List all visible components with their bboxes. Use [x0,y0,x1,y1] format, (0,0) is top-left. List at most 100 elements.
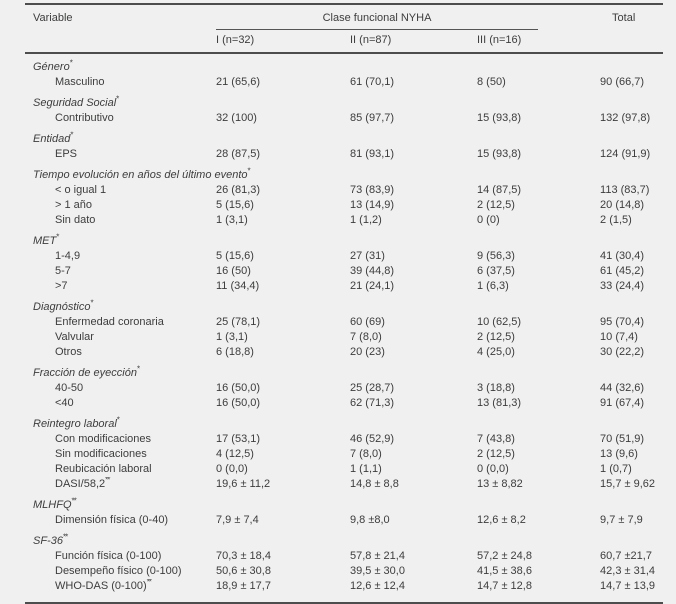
footnote-marker: * [116,415,120,425]
cell-value: 6 (37,5) [477,265,515,277]
group-label-text: Entidad [33,133,71,145]
row-label: 5-7 [55,265,71,277]
cell-value: 2 (1,5) [600,214,632,226]
column-header-total: Total [612,12,636,24]
row-label: EPS [55,148,78,160]
cell-value: 9,8 ±8,0 [350,514,390,526]
cell-value: 41,5 ± 38,6 [477,565,532,577]
footnote-marker: * [116,94,119,104]
row-label: Con modificaciones [55,433,151,445]
table-row: Contributivo 32 (100) 85 (97,7) 15 (93,8) 13… [25,111,663,126]
table-row: Desempeño físico (0-100) 50,6 ± 30,8 39,5 … [25,564,663,579]
cell-value: 42,3 ± 31,4 [600,565,655,577]
group-label-text: Diagnóstico [33,301,91,313]
group-label-text: Seguridad Social [33,97,117,109]
cell-value: 1 (0,7) [600,463,632,475]
table-row: 1-4,9 5 (15,6) 27 (31) 9 (56,3) 41 (30,4) [25,249,663,264]
cell-value: 17 (53,1) [216,433,261,445]
group-label-cell: MLHFQ** [25,492,663,513]
cell-value: 91 (67,4) [600,397,645,409]
row-label: < o igual 1 [55,184,107,196]
row-label: 40-50 [55,382,84,394]
cell-value: 73 (83,9) [350,184,395,196]
cell-value: 14,8 ± 8,8 [350,478,399,490]
cell-value: 33 (24,4) [600,280,645,292]
cell-value: 26 (81,3) [216,184,261,196]
column-header-class-ii: II (n=87) [350,30,477,54]
cell-value: 1 (1,1) [350,463,382,475]
header-row-subcolumns: I (n=32) II (n=87) III (n=16) [25,30,664,54]
cell-value: 132 (97,8) [600,112,651,124]
cell-value: 15,7 ± 9,62 [600,478,655,490]
table-row: Valvular 1 (3,1) 7 (8,0) 2 (12,5) 10 (7,4) [25,330,663,345]
group-label-cell: Fracción de eyección* [25,360,663,381]
cell-value: 7 (8,0) [350,331,382,343]
cell-value: 21 (65,6) [216,76,261,88]
row-label: Contributivo [55,112,114,124]
cell-value: 28 (87,5) [216,148,261,160]
table-group-row: MET* [25,228,663,249]
row-label: Dimensión física (0-40) [55,514,169,526]
row-label: Masculino [55,76,105,88]
cell-value: 32 (100) [216,112,257,124]
cell-value: 50,6 ± 30,8 [216,565,271,577]
cell-value: 44 (32,6) [600,382,645,394]
row-label: Función física (0-100) [55,550,162,562]
group-label-cell: Diagnóstico* [25,294,663,315]
footnote-marker: ** [105,477,110,485]
cell-value: 61 (70,1) [350,76,395,88]
table-group-row: Fracción de eyección* [25,360,663,381]
cell-value: 13 (14,9) [350,199,395,211]
cell-value: 15 (93,8) [477,148,522,160]
row-label: Enfermedad coronaria [55,316,164,328]
cell-value: 20 (14,8) [600,199,645,211]
cell-value: 124 (91,9) [600,148,651,160]
table-row: Otros 6 (18,8) 20 (23) 4 (25,0) 30 (22,2) [25,345,663,360]
cell-value: 39,5 ± 30,0 [350,565,405,577]
cell-value: 3 (18,8) [477,382,515,394]
table-row: Masculino 21 (65,6) 61 (70,1) 8 (50) 90 (66,… [25,75,663,90]
cell-value: 0 (0) [477,214,500,226]
cell-value: 2 (12,5) [477,199,515,211]
table-header: Variable Clase funcional NYHA Total I (n… [25,4,664,54]
table-group-row: Reintegro laboral* [25,411,663,432]
header-spacer [25,30,216,54]
cell-value: 81 (93,1) [350,148,395,160]
cell-value: 25 (78,1) [216,316,261,328]
row-label: Desempeño físico (0-100) [55,565,182,577]
group-label-cell: MET* [25,228,663,249]
cell-value: 2 (12,5) [477,331,515,343]
cell-value: 1 (6,3) [477,280,509,292]
cell-value: 0 (0,0) [477,463,509,475]
cell-value: 61 (45,2) [600,265,645,277]
table-row: Reubicación laboral 0 (0,0) 1 (1,1) 0 (0,0)… [25,462,663,477]
table-group-row: Entidad* [25,126,663,147]
cell-value: 46 (52,9) [350,433,395,445]
table-row: Sin modificaciones 4 (12,5) 7 (8,0) 2 (12,5… [25,447,663,462]
footnote-marker: * [90,298,93,308]
row-label: 1-4,9 [55,250,81,262]
table-row: >7 11 (34,4) 21 (24,1) 1 (6,3) 33 (24,4) [25,279,663,294]
cell-value: 12,6 ± 12,4 [350,580,405,592]
cell-value: 6 (18,8) [216,346,254,358]
cell-value: 41 (30,4) [600,250,645,262]
cell-value: 90 (66,7) [600,76,645,88]
cell-value: 1 (3,1) [216,214,248,226]
column-header-variable: Variable [33,12,73,24]
cell-value: 0 (0,0) [216,463,248,475]
cell-value: 70 (51,9) [600,433,645,445]
cell-value: 60 (69) [350,316,385,328]
cell-value: 7 (8,0) [350,448,382,460]
footnote-marker: * [69,58,73,68]
row-label: WHO-DAS (0-100)** [55,579,152,592]
cell-value: 20 (23) [350,346,385,358]
nyha-group-label: Clase funcional NYHA [216,12,539,30]
cell-value: 21 (24,1) [350,280,395,292]
column-header-nyha-group: Clase funcional NYHA [216,4,600,30]
cell-value: 27 (31) [350,250,385,262]
group-label-cell: Tiempo evolución en años del último even… [25,162,663,183]
table-group-row: Seguridad Social* [25,90,663,111]
footnote-marker: * [247,166,251,176]
footnote-marker: * [56,232,59,242]
group-label-cell: Reintegro laboral* [25,411,663,432]
